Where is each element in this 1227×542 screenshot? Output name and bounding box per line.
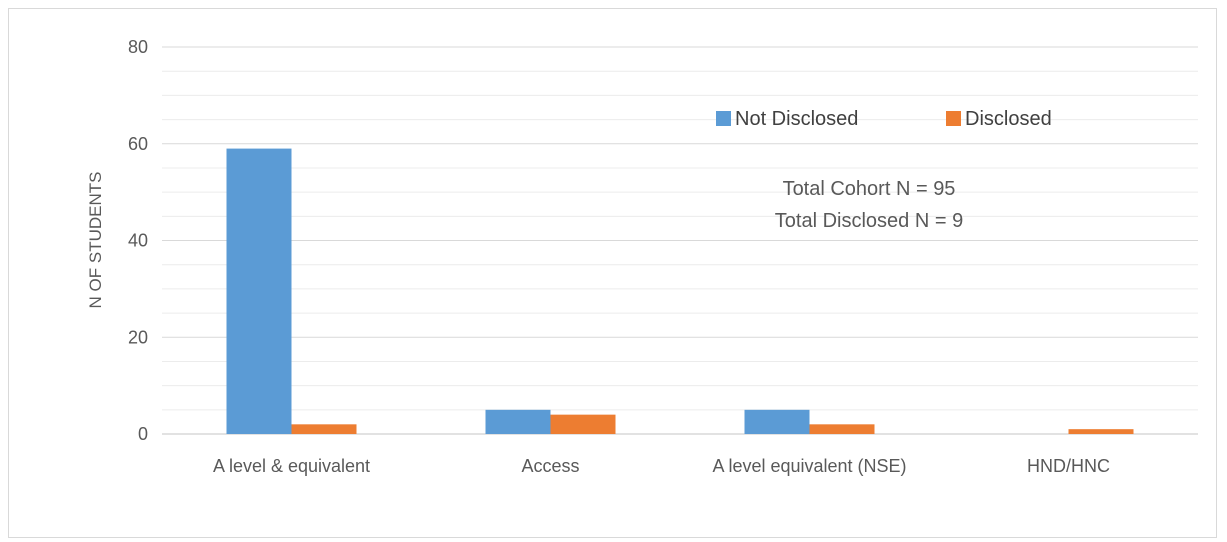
annotation-text: Total Cohort N = 95: [783, 178, 956, 200]
bars: [226, 148, 1134, 434]
x-tick-label: Access: [521, 456, 579, 476]
y-tick-label: 80: [128, 37, 148, 57]
legend: Not Disclosed Disclosed: [716, 108, 1052, 130]
chart-frame: [8, 8, 1217, 538]
bar-not-disclosed: [226, 148, 292, 434]
bar-disclosed: [809, 424, 875, 434]
legend-label: Disclosed: [965, 108, 1052, 130]
x-tick-label: A level equivalent (NSE): [712, 456, 906, 476]
bar-disclosed: [291, 424, 357, 434]
bar-not-disclosed: [485, 409, 551, 434]
y-axis-title: N OF STUDENTS: [86, 172, 105, 309]
bar-disclosed: [550, 414, 616, 434]
y-tick-label: 0: [138, 424, 148, 444]
annotations: Total Cohort N = 95 Total Disclosed N = 9: [775, 178, 963, 232]
x-tick-label: A level & equivalent: [213, 456, 370, 476]
legend-swatch: [716, 111, 731, 126]
x-axis-ticks: A level & equivalent Access A level equiva…: [213, 456, 1110, 476]
legend-label: Not Disclosed: [735, 108, 858, 130]
x-tick-label: HND/HNC: [1027, 456, 1110, 476]
y-tick-label: 20: [128, 327, 148, 347]
bar-disclosed: [1068, 429, 1134, 434]
bar-not-disclosed: [744, 409, 810, 434]
y-tick-label: 40: [128, 231, 148, 251]
annotation-text: Total Disclosed N = 9: [775, 210, 963, 232]
y-tick-label: 60: [128, 134, 148, 154]
y-axis-ticks: 0 20 40 60 80: [128, 37, 148, 444]
gridlines: [162, 46, 1198, 435]
legend-swatch: [946, 111, 961, 126]
